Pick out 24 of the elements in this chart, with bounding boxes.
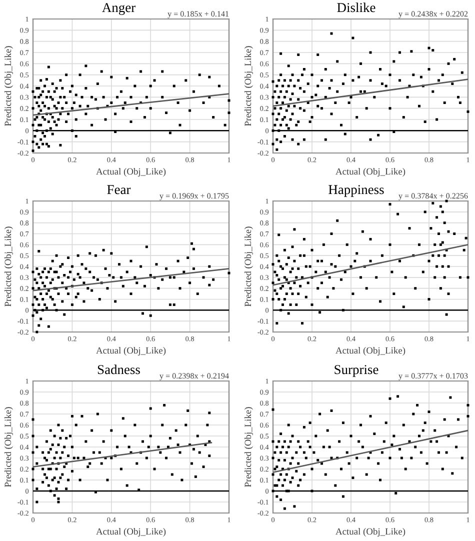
chart-title: Surprise <box>334 365 378 377</box>
chart-title: Fear <box>107 185 131 194</box>
text: y = 0.185x + 0.141 <box>168 11 229 18</box>
text: y = 0.2438x + 0.2202 <box>398 11 468 18</box>
x-axis-title: Actual (Obj_Like) <box>336 347 406 356</box>
y-axis-title: Predicted (Obj_Like) <box>244 46 253 126</box>
x-axis-title: Actual (Obj_Like) <box>96 168 166 177</box>
text: y = 0.1969x + 0.1795 <box>160 193 229 200</box>
text: y = 0.2398x + 0.2194 <box>160 373 229 380</box>
x-axis-title: Actual (Obj_Like) <box>336 168 406 177</box>
x-axis-title: Actual (Obj_Like) <box>96 528 166 537</box>
text: y = 0.3784x + 0.2256 <box>398 193 468 200</box>
chart-title: Anger <box>102 3 136 15</box>
y-axis-title: Predicted (Obj_Like) <box>244 226 253 306</box>
chart-title: Happiness <box>328 185 384 197</box>
chart-title: Dislike <box>337 2 376 12</box>
text: y = 0.3777x + 0.1703 <box>398 373 468 380</box>
y-axis-title: Predicted (Obj_Like) <box>244 407 253 487</box>
chart-title: Sadness <box>98 364 140 374</box>
x-axis-title: Actual (Obj_Like) <box>96 347 166 356</box>
y-axis-title: Predicted (Obj_Like) <box>4 46 13 126</box>
y-axis-title: Predicted (Obj_Like) <box>4 226 13 306</box>
x-axis-title: Actual (Obj_Like) <box>336 528 406 537</box>
y-axis-title: Predicted (Obj_Like) <box>4 407 13 487</box>
